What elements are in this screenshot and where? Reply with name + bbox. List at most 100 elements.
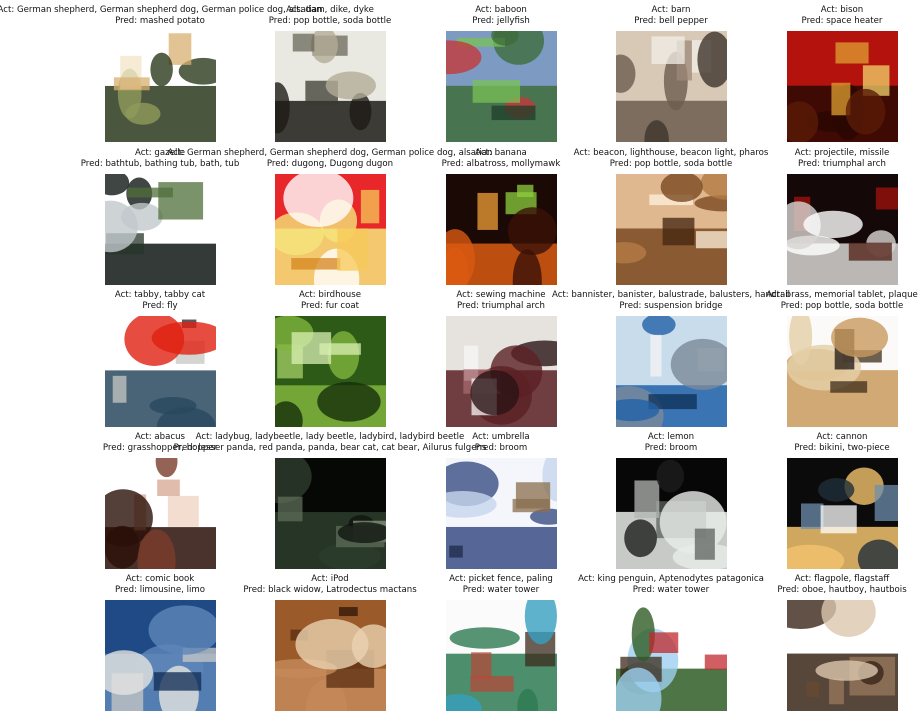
actual-label: Act: ladybug, ladybeetle, lady beetle, l… bbox=[195, 432, 465, 442]
thumbnail-image bbox=[445, 458, 557, 569]
panel-caption: Act: picket fence, paling Pred: water tow… bbox=[449, 574, 553, 595]
thumbnail-image bbox=[615, 458, 727, 569]
predicted-label: Pred: bikini, two-piece bbox=[794, 442, 890, 453]
thumbnail-image bbox=[615, 31, 727, 142]
predicted-label: Pred: pop bottle, soda bottle bbox=[609, 158, 733, 169]
actual-label: Act: gazelle bbox=[134, 148, 186, 158]
thumbnail-image bbox=[274, 174, 386, 285]
actual-label: Act: dam, dike, dyke bbox=[286, 5, 374, 15]
panel-caption: Act: flagpole, flagstaff Pred: oboe, haut… bbox=[777, 574, 906, 595]
predicted-label: Pred: albatross, mollymawk bbox=[441, 158, 561, 169]
thumbnail-image bbox=[445, 316, 557, 427]
predicted-label: Pred: jellyfish bbox=[472, 15, 530, 26]
actual-label: Act: lemon bbox=[647, 432, 695, 442]
predicted-label: Pred: grasshopper, hopper bbox=[102, 442, 218, 453]
thumbnail-image bbox=[786, 600, 898, 711]
predicted-label: Pred: black widow, Latrodectus mactans bbox=[243, 584, 417, 595]
panel-caption: Act: birdhouse Pred: fur coat bbox=[299, 290, 361, 311]
actual-label: Act: German shepherd, German shepherd do… bbox=[0, 5, 323, 15]
panel-caption: Act: sewing machine Pred: triumphal arch bbox=[456, 290, 545, 311]
actual-label: Act: cannon bbox=[816, 432, 868, 442]
actual-label: Act: bannister, banister, balustrade, ba… bbox=[551, 290, 791, 300]
predicted-label: Pred: limousine, limo bbox=[114, 584, 206, 595]
thumbnail-image bbox=[104, 31, 216, 142]
thumbnail-image bbox=[274, 600, 386, 711]
actual-label: Act: German shepherd, German shepherd do… bbox=[167, 148, 493, 158]
panel-caption: Act: abacus Pred: grasshopper, hopper bbox=[103, 432, 217, 453]
thumbnail-image bbox=[786, 316, 898, 427]
predicted-label: Pred: bathtub, bathing tub, bath, tub bbox=[80, 158, 240, 169]
actual-label: Act: iPod bbox=[311, 574, 349, 584]
panel-caption: Act: bison Pred: space heater bbox=[802, 5, 883, 26]
thumbnail-image bbox=[274, 316, 386, 427]
actual-label: Act: abacus bbox=[134, 432, 186, 442]
panel-caption: Act: gazelle Pred: bathtub, bathing tub, … bbox=[81, 148, 240, 169]
panel-caption: Act: king penguin, Aptenodytes patagonic… bbox=[578, 574, 764, 595]
thumbnail-image bbox=[104, 316, 216, 427]
predicted-label: Pred: water tower bbox=[632, 584, 710, 595]
panel-caption: Act: barn Pred: bell pepper bbox=[634, 5, 707, 26]
thumbnail-image bbox=[445, 31, 557, 142]
predicted-label: Pred: water tower bbox=[462, 584, 540, 595]
actual-label: Act: banana bbox=[475, 148, 527, 158]
actual-label: Act: brass, memorial tablet, plaque bbox=[766, 290, 918, 300]
predicted-label: Pred: triumphal arch bbox=[798, 158, 886, 169]
panel-caption: Act: cannon Pred: bikini, two-piece bbox=[794, 432, 889, 453]
predicted-label: Pred: pop bottle, soda bottle bbox=[268, 15, 392, 26]
actual-label: Act: baboon bbox=[475, 5, 527, 15]
thumbnail-image bbox=[786, 31, 898, 142]
predicted-label: Pred: fur coat bbox=[300, 300, 360, 311]
thumbnail-image bbox=[615, 174, 727, 285]
predicted-label: Pred: bell pepper bbox=[634, 15, 708, 26]
thumbnail-image bbox=[786, 458, 898, 569]
actual-label: Act: birdhouse bbox=[298, 290, 362, 300]
thumbnail-image bbox=[445, 174, 557, 285]
actual-label: Act: sewing machine bbox=[456, 290, 546, 300]
panel-caption: Act: beacon, lighthouse, beacon light, p… bbox=[574, 148, 769, 169]
thumbnail-image bbox=[615, 316, 727, 427]
predicted-label: Pred: pop bottle, soda bottle bbox=[780, 300, 904, 311]
predicted-label: Pred: suspension bridge bbox=[619, 300, 723, 311]
actual-label: Act: king penguin, Aptenodytes patagonic… bbox=[578, 574, 764, 584]
panel-caption: Act: umbrella Pred: broom bbox=[472, 432, 529, 453]
panel-caption: Act: baboon Pred: jellyfish bbox=[472, 5, 530, 26]
panel-caption: Act: iPod Pred: black widow, Latrodectus … bbox=[243, 574, 416, 595]
actual-label: Act: bison bbox=[820, 5, 864, 15]
panel-caption: Act: dam, dike, dyke Pred: pop bottle, so… bbox=[269, 5, 392, 26]
panel-caption: Act: lemon Pred: broom bbox=[645, 432, 697, 453]
thumbnail-image bbox=[104, 174, 216, 285]
panel-caption: Act: German shepherd, German shepherd do… bbox=[168, 148, 493, 169]
predicted-label: Pred: mashed potato bbox=[115, 15, 205, 26]
predicted-label: Pred: broom bbox=[644, 442, 698, 453]
actual-label: Act: umbrella bbox=[472, 432, 530, 442]
actual-label: Act: flagpole, flagstaff bbox=[794, 574, 890, 584]
panel-caption: Act: comic book Pred: limousine, limo bbox=[115, 574, 205, 595]
thumbnail-image bbox=[104, 600, 216, 711]
panel-caption: Act: German shepherd, German shepherd do… bbox=[0, 5, 322, 26]
actual-label: Act: barn bbox=[651, 5, 691, 15]
actual-label: Act: tabby, tabby cat bbox=[114, 290, 206, 300]
thumbnail-image bbox=[615, 600, 727, 711]
predicted-label: Pred: dugong, Dugong dugon bbox=[266, 158, 394, 169]
thumbnail-image bbox=[786, 174, 898, 285]
thumbnail-image bbox=[445, 600, 557, 711]
actual-label: Act: picket fence, paling bbox=[449, 574, 553, 584]
predicted-label: Pred: triumphal arch bbox=[457, 300, 545, 311]
thumbnail-image bbox=[274, 458, 386, 569]
actual-label: Act: beacon, lighthouse, beacon light, p… bbox=[573, 148, 769, 158]
panel-caption: Act: banana Pred: albatross, mollymawk bbox=[442, 148, 561, 169]
panel-caption: Act: ladybug, ladybeetle, lady beetle, l… bbox=[174, 432, 487, 453]
panel-caption: Act: tabby, tabby cat Pred: fly bbox=[115, 290, 205, 311]
actual-label: Act: comic book bbox=[125, 574, 195, 584]
predicted-label: Pred: lesser panda, red panda, panda, be… bbox=[173, 442, 487, 453]
thumbnail-image bbox=[274, 31, 386, 142]
panel-caption: Act: bannister, banister, balustrade, ba… bbox=[552, 290, 790, 311]
actual-label: Act: projectile, missile bbox=[794, 148, 890, 158]
predicted-label: Pred: broom bbox=[474, 442, 528, 453]
predicted-label: Pred: space heater bbox=[801, 15, 883, 26]
panel-caption: Act: brass, memorial tablet, plaque Pred:… bbox=[766, 290, 918, 311]
predicted-label: Pred: oboe, hautboy, hautbois bbox=[777, 584, 907, 595]
thumbnail-image bbox=[104, 458, 216, 569]
panel-caption: Act: projectile, missile Pred: triumphal … bbox=[795, 148, 890, 169]
